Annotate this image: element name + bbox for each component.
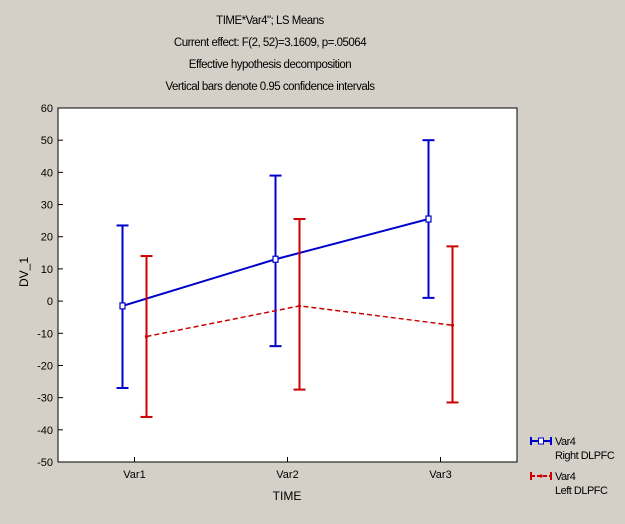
y-axis-title: DV_1 [17, 257, 31, 287]
x-axis-title: TIME [273, 489, 302, 503]
legend-sublabel-right-dlpfc: Right DLPFC [555, 450, 615, 462]
x-tick-label: Var1 [123, 469, 145, 481]
data-point-right-dlpfc [119, 302, 126, 310]
x-tick-label: Var2 [276, 469, 298, 481]
data-point-right-dlpfc [272, 255, 279, 263]
y-tick-label: -50 [37, 457, 53, 469]
y-tick-label: 10 [41, 264, 53, 276]
y-tick-label: -20 [37, 360, 53, 372]
y-tick-label: -10 [37, 328, 53, 340]
y-tick-label: 0 [47, 296, 53, 308]
data-point-left-dlpfc [297, 304, 302, 308]
legend-sublabel-left-dlpfc: Left DLPFC [555, 485, 608, 497]
data-point-right-dlpfc [425, 215, 432, 223]
plot-area [57, 107, 518, 463]
chart-subtitle-effect: Current effect: F(2, 52)=3.1609, p=.0506… [173, 37, 367, 49]
chart-title: TIME*Var4"; LS Means [216, 15, 324, 27]
y-tick-label: 20 [41, 232, 53, 244]
chart-title-block: TIME*Var4"; LS Means Current effect: F(2… [0, 10, 540, 98]
legend-label-right-dlpfc: Var4 [555, 436, 576, 448]
y-tick-label: 60 [41, 103, 53, 115]
legend-label-left-dlpfc: Var4 [555, 471, 576, 483]
y-tick-label: -30 [37, 393, 53, 405]
x-tick-label: Var3 [429, 469, 451, 481]
chart-subtitle-ci-note: Vertical bars denote 0.95 confidence int… [165, 81, 375, 93]
legend-marker-right-dlpfc [538, 437, 544, 445]
legend-marker-left-dlpfc [539, 474, 543, 478]
chart-subtitle-decomposition: Effective hypothesis decomposition [188, 59, 352, 71]
y-tick-label: 30 [41, 200, 53, 212]
data-point-left-dlpfc [450, 323, 455, 327]
y-tick-label: 50 [41, 135, 53, 147]
y-tick-label: 40 [41, 167, 53, 179]
y-tick-label: -40 [37, 425, 53, 437]
data-point-left-dlpfc [144, 334, 149, 339]
